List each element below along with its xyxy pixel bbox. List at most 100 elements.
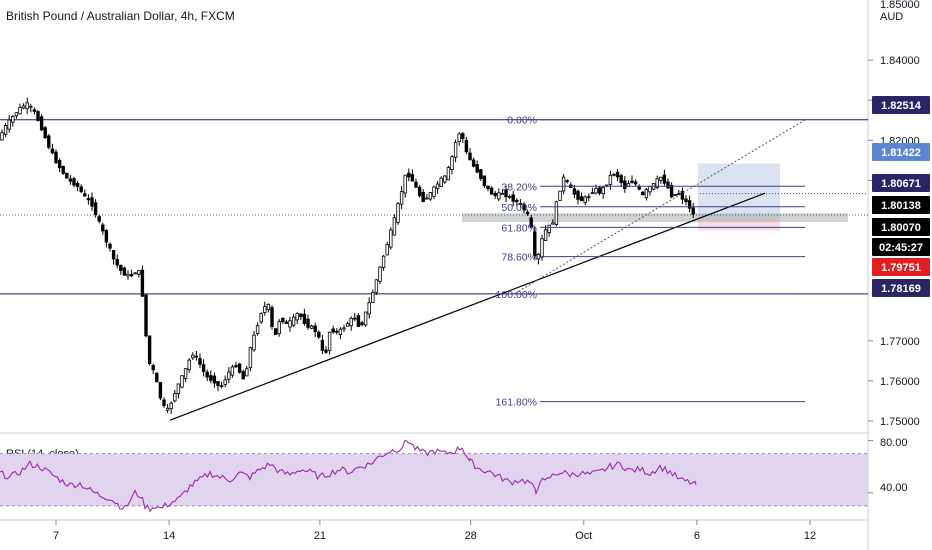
candle-body [360, 322, 364, 326]
candle-body [471, 159, 476, 167]
candle-body [356, 315, 361, 327]
candle-body [151, 364, 155, 371]
price-badge-level [872, 96, 930, 114]
candle-body [119, 264, 123, 271]
candle-body [468, 152, 472, 161]
candle-body [97, 216, 101, 222]
candle-body [381, 255, 386, 268]
candle-body [162, 399, 166, 406]
candle-body [7, 119, 11, 130]
candle-body [587, 196, 591, 199]
candle-body [590, 192, 595, 195]
rsi-axis-tick-80: 80.00 [880, 437, 908, 449]
candle-body [525, 211, 530, 215]
candle-body [324, 349, 328, 353]
price-badge-label: 02:45:27 [879, 242, 923, 254]
candle-body [273, 328, 278, 335]
candle-body [453, 142, 458, 158]
candle-body [61, 165, 65, 174]
candle-body [403, 174, 407, 194]
fib-label-1: 38.20% [501, 181, 537, 193]
candle-body [399, 191, 404, 205]
candle-body [29, 105, 33, 108]
candle-body [212, 375, 217, 384]
candle-body [245, 368, 249, 377]
candle-body [417, 186, 422, 197]
candle-body [11, 116, 15, 123]
candle-body [659, 176, 663, 181]
candle-body [223, 379, 227, 385]
candle-body [21, 105, 26, 109]
candle-body [486, 185, 490, 190]
candle-body [342, 327, 346, 330]
candle-body [684, 198, 688, 203]
candle-body [54, 151, 58, 164]
price-badge-target [872, 143, 930, 161]
price-axis-tick-label: 1.76000 [880, 376, 920, 388]
candle-body [288, 320, 292, 328]
candle-body [450, 156, 454, 171]
candle-body [461, 133, 465, 139]
fib-label-3: 61.80% [501, 222, 537, 234]
candle-body [237, 363, 242, 373]
candle-body [396, 203, 400, 223]
candle-body [439, 177, 443, 187]
time-axis-tick-label: 12 [804, 530, 816, 542]
candle-body [511, 194, 515, 202]
price-axis-tick-label: 1.77000 [880, 336, 920, 348]
candle-body [65, 172, 69, 179]
candle-body [129, 274, 134, 277]
candle-body [104, 230, 109, 243]
candle-body [155, 372, 159, 383]
candle-body [410, 174, 415, 182]
candle-body [644, 189, 649, 199]
candle-body [691, 207, 695, 215]
candle-body [57, 160, 62, 169]
candle-body [277, 321, 281, 335]
time-axis-tick-label: 6 [694, 530, 700, 542]
candle-body [191, 354, 195, 359]
candle-body [32, 109, 37, 112]
candle-body [93, 202, 98, 215]
candle-body [518, 203, 523, 205]
candle-body [198, 358, 202, 365]
price-axis-tick-label: 1.75000 [880, 416, 920, 428]
fib-label-2: 50.00% [501, 202, 537, 214]
candle-body [50, 148, 55, 154]
candle-body [533, 231, 537, 256]
fib-label-4: 78.60% [501, 252, 537, 264]
candle-body [497, 192, 501, 200]
candle-body [3, 125, 8, 135]
candle-body [421, 191, 425, 202]
candle-body [313, 325, 317, 333]
candle-body [529, 217, 533, 228]
candle-body [680, 190, 685, 200]
candle-body [687, 200, 692, 209]
candle-body [227, 371, 231, 380]
candle-body [515, 199, 519, 203]
candle-body [579, 196, 584, 202]
candle-body [0, 132, 4, 141]
price-badge-current [872, 218, 930, 236]
candle-body [338, 328, 343, 335]
candle-body [475, 164, 479, 173]
candle-body [367, 302, 371, 315]
candle-body [140, 269, 145, 297]
candle-body [540, 238, 544, 258]
candle-body [630, 180, 634, 184]
candle-body [39, 116, 44, 131]
time-axis-tick-label: 28 [465, 530, 477, 542]
candle-body [327, 331, 332, 352]
candle-body [169, 402, 173, 410]
candle-body [673, 193, 677, 196]
candle-body [86, 198, 91, 201]
candle-body [619, 175, 623, 184]
candle-body [187, 359, 191, 371]
candle-body [317, 331, 321, 338]
candle-body [180, 375, 184, 388]
candle-body [522, 203, 526, 211]
candle-body [270, 307, 274, 327]
candle-body [36, 111, 40, 121]
candle-body [561, 176, 566, 192]
